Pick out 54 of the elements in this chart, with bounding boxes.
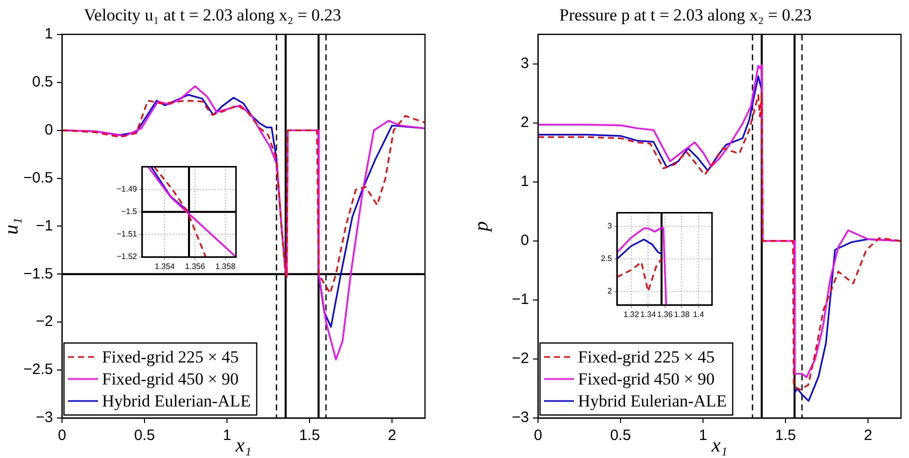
x-tick-label: 0.5 — [134, 427, 155, 444]
y-tick-label: 0 — [520, 232, 529, 250]
y-tick-label: −2.5 — [23, 361, 53, 378]
legend-label: Hybrid Eulerian-ALE — [102, 391, 251, 410]
x-tick-label: 2 — [864, 427, 872, 444]
y-axis-title: p — [470, 221, 492, 234]
y-tick-label: −0.5 — [23, 169, 53, 186]
x-tick-label: 1.354 — [154, 262, 176, 272]
chart-title: Velocity u₁ at t = 2.03 along x₂ = 0.23 — [84, 6, 342, 25]
x-tick-label: 1.356 — [185, 262, 206, 272]
x-tick-label: 1.5 — [775, 427, 796, 444]
x-tick-label: 2 — [388, 427, 396, 444]
y-tick-label: 3 — [520, 55, 529, 72]
x-tick-label: 1.358 — [215, 262, 236, 272]
y-tick-label: 0.5 — [32, 73, 53, 90]
y-tick-label: −1.52 — [116, 252, 138, 262]
y-tick-label: −1.5 — [23, 265, 53, 282]
y-tick-label: 2 — [608, 286, 613, 296]
chart-title: Pressure p at t = 2.03 along x₂ = 0.23 — [559, 6, 812, 25]
y-tick-label: 1 — [520, 173, 529, 190]
legend-label: Fixed-grid 225 × 45 — [102, 347, 239, 366]
legend-label: Hybrid Eulerian-ALE — [578, 391, 727, 410]
x-tick-label: 1.34 — [640, 310, 656, 320]
legend-label: Fixed-grid 225 × 45 — [578, 347, 715, 366]
y-tick-label: −3 — [512, 409, 529, 426]
y-tick-label: −2 — [512, 350, 529, 368]
x-tick-label: 1.32 — [624, 310, 640, 320]
x-tick-label: 1.4 — [692, 310, 705, 320]
line-series — [153, 166, 206, 257]
y-tick-label: 3 — [608, 222, 613, 231]
y-tick-label: 0 — [44, 121, 53, 138]
line-series — [617, 258, 662, 292]
y-axis-title: u₁ — [0, 218, 22, 235]
y-tick-label: −1 — [36, 217, 53, 234]
y-tick-label: 2.5 — [600, 254, 613, 264]
x-tick-label: 0 — [534, 427, 542, 444]
legend-label: Fixed-grid 450 × 90 — [102, 369, 239, 388]
x-tick-label: 1.36 — [657, 310, 674, 320]
y-tick-label: −1.5 — [121, 207, 138, 216]
x-tick-label: 1 — [698, 427, 708, 444]
y-tick-label: −1 — [512, 291, 529, 308]
x-tick-label: 1.5 — [299, 427, 320, 444]
y-tick-label: 1 — [44, 26, 53, 43]
legend-label: Fixed-grid 450 × 90 — [578, 369, 715, 388]
y-tick-label: −1.51 — [116, 230, 138, 239]
x-tick-label: 1 — [222, 427, 232, 444]
y-tick-label: −3 — [36, 409, 53, 426]
y-tick-label: −1.49 — [116, 184, 138, 194]
x-tick-label: 1.38 — [674, 310, 690, 320]
y-tick-label: 2 — [520, 114, 529, 132]
x-axis-title: x₁ — [710, 434, 728, 456]
x-tick-label: 0 — [58, 427, 66, 444]
x-axis-title: x₁ — [234, 434, 252, 456]
y-tick-label: −2 — [36, 313, 53, 330]
